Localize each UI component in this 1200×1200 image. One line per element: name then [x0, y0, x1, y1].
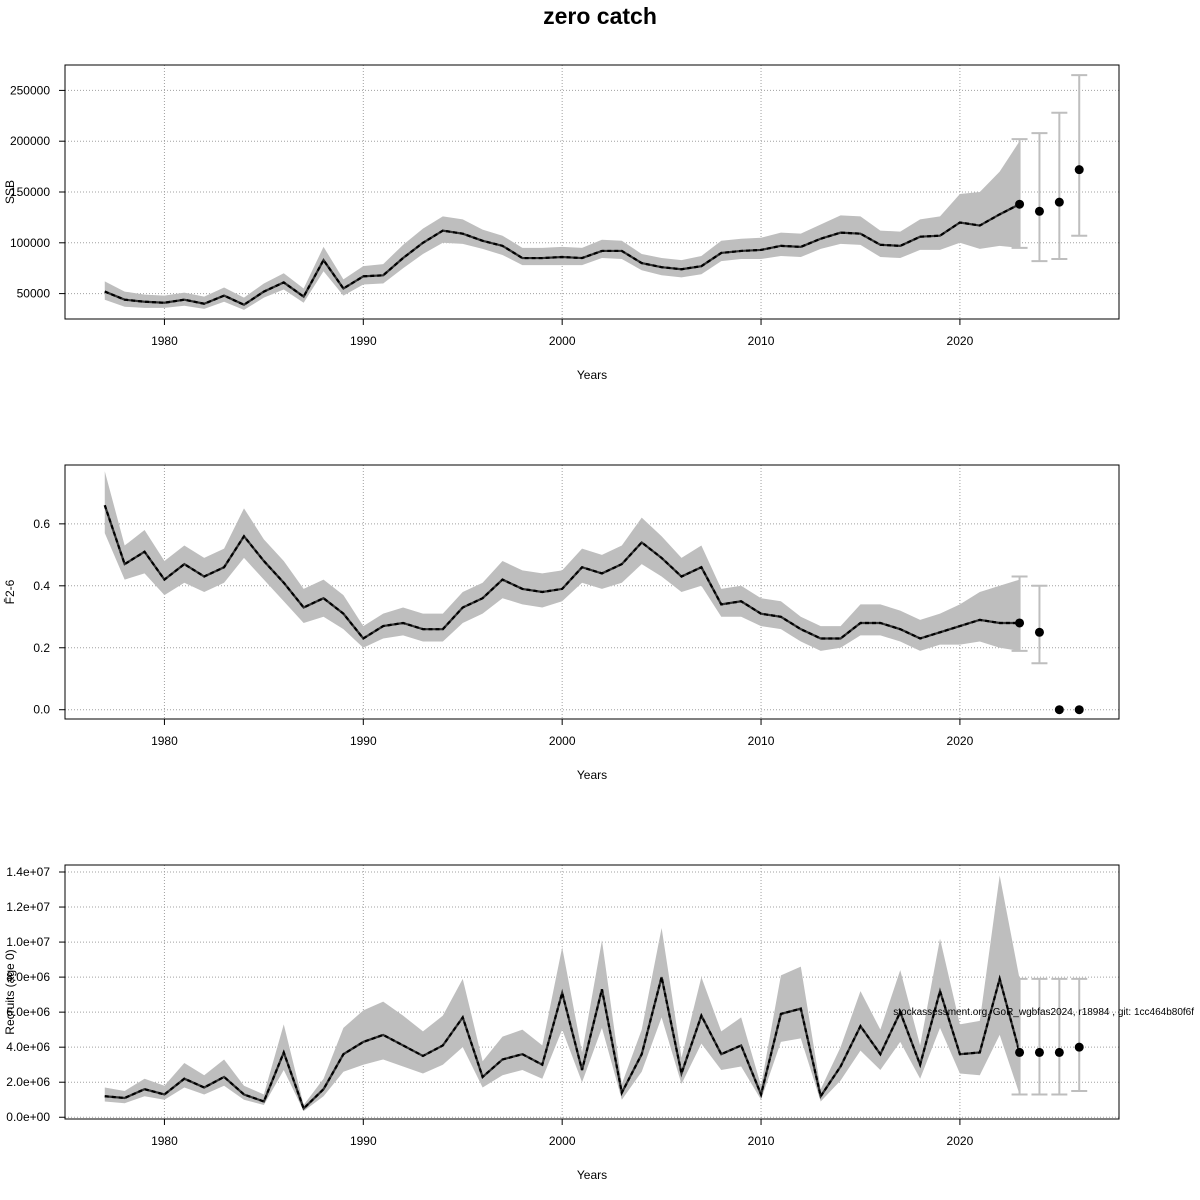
y-tick-label: 6.0e+06	[6, 1005, 50, 1019]
y-tick-label: 8.0e+06	[6, 970, 50, 984]
x-tick-label: 2000	[549, 334, 576, 348]
x-tick-label: 2020	[947, 334, 974, 348]
forecast-point	[1054, 197, 1064, 207]
forecast-point	[1054, 705, 1064, 715]
x-axis-label: Years	[577, 768, 607, 782]
y-tick-label: 250000	[10, 83, 50, 97]
x-tick-label: 2010	[748, 734, 775, 748]
x-tick-label: 1980	[151, 1134, 178, 1148]
forecast-point	[1034, 1047, 1044, 1057]
x-tick-label: 1980	[151, 734, 178, 748]
forecast-point	[1074, 165, 1084, 175]
plot-frame	[64, 464, 1120, 720]
y-tick-label: 150000	[10, 185, 50, 199]
y-tick-label: 0.0	[33, 703, 50, 717]
estimate-line-dashed	[103, 504, 1020, 640]
panel-fbar: 1980 1990 2000 2010 2020 0.0 0.2 0.4 0.6 Years F̄2…	[3, 464, 1120, 782]
y-tick-label: 0.2	[33, 641, 50, 655]
watermark-text: stockassessment.org, GoR_wgbfas2024, r18…	[893, 1007, 1194, 1018]
figure-title: zero catch	[543, 3, 657, 29]
panel-ssb: 1980 1990 2000 2010 2020 50000 100000 150000 200…	[3, 64, 1120, 382]
panels-container: 1980 1990 2000 2010 2020 50000 100000 150000 200…	[3, 64, 1120, 1182]
forecast-point	[1074, 1042, 1084, 1052]
panel-recruits: 1980 1990 2000 2010 2020 0.0e+00 2.0e+06 4.0e+0…	[3, 864, 1120, 1182]
x-tick-label: 1980	[151, 334, 178, 348]
estimate-line-dashed	[104, 974, 1021, 1111]
x-tick-label: 2020	[947, 1134, 974, 1148]
forecast-point	[1074, 705, 1084, 715]
y-tick-label: 200000	[10, 134, 50, 148]
x-axis-label: Years	[577, 1168, 607, 1182]
x-axis-label: Years	[577, 368, 607, 382]
confidence-band	[104, 141, 1020, 310]
forecast-point	[1034, 206, 1044, 216]
x-tick-label: 1990	[350, 1134, 377, 1148]
x-tick-label: 2010	[748, 1134, 775, 1148]
forecast-point	[1015, 618, 1025, 628]
y-tick-label: 1.4e+07	[6, 865, 50, 879]
y-axis-label: SSB	[3, 180, 17, 204]
forecast-point	[1015, 1047, 1025, 1057]
y-tick-label: 4.0e+06	[6, 1040, 50, 1054]
x-tick-label: 2020	[947, 734, 974, 748]
forecast-point	[1054, 1047, 1064, 1057]
y-axis-label: F̄2-6	[3, 579, 17, 604]
y-tick-label: 2.0e+06	[6, 1075, 50, 1089]
plot-frame	[64, 64, 1120, 320]
y-tick-label: 0.6	[33, 517, 50, 531]
x-tick-label: 2010	[748, 334, 775, 348]
x-tick-label: 2000	[549, 1134, 576, 1148]
y-tick-label: 1.0e+07	[6, 935, 50, 949]
y-tick-label: 100000	[10, 236, 50, 250]
plot-frame	[64, 864, 1120, 1120]
x-tick-label: 1990	[350, 734, 377, 748]
x-tick-label: 2000	[549, 734, 576, 748]
y-tick-label: 1.2e+07	[6, 900, 50, 914]
y-tick-label: 50000	[17, 287, 51, 301]
y-tick-label: 0.0e+00	[6, 1110, 50, 1124]
x-tick-label: 1990	[350, 334, 377, 348]
y-tick-label: 0.4	[33, 579, 50, 593]
y-axis-label: Recruits (age 0)	[3, 949, 17, 1034]
forecast-point	[1015, 199, 1025, 209]
forecast-point	[1034, 627, 1044, 637]
estimate-line-dashed	[104, 203, 1021, 307]
